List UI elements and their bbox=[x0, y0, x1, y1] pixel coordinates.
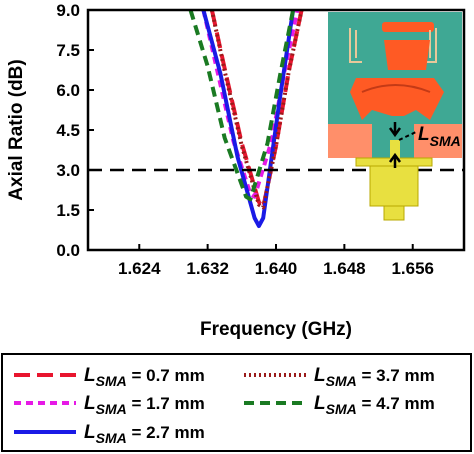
inset-antenna-photo: LSMA bbox=[328, 12, 462, 221]
x-axis: 1.624 1.632 1.640 1.648 1.656 bbox=[118, 244, 434, 278]
legend-label: LSMA = 1.7 mm bbox=[84, 393, 205, 417]
x-tick-label: 1.624 bbox=[118, 259, 161, 278]
legend-label: LSMA = 0.7 mm bbox=[84, 365, 205, 389]
inset-ground-left bbox=[328, 124, 372, 158]
inset-lsma-main: L bbox=[418, 124, 430, 145]
series-line-4 bbox=[209, 10, 304, 210]
y-tick-label: 1.5 bbox=[56, 201, 80, 220]
y-tick-label: 7.5 bbox=[56, 41, 80, 60]
inset-connector-pin bbox=[383, 205, 405, 221]
y-axis-title: Axial Ratio (dB) bbox=[6, 59, 27, 200]
x-tick-label: 1.648 bbox=[323, 259, 366, 278]
inset-feed-lines bbox=[349, 28, 437, 63]
inset-slot bbox=[361, 84, 431, 93]
x-tick-label: 1.632 bbox=[186, 259, 229, 278]
x-tick-label: 1.656 bbox=[391, 259, 434, 278]
legend: LSMA = 0.7 mm LSMA = 3.7 mm LSMA = 1.7 mm L… bbox=[14, 365, 435, 446]
inset-top-patch bbox=[382, 22, 434, 32]
legend-label: LSMA = 2.7 mm bbox=[84, 422, 205, 446]
series-layer bbox=[188, 10, 304, 228]
legend-label: LSMA = 3.7 mm bbox=[314, 365, 435, 389]
y-tick-label: 0.0 bbox=[56, 241, 80, 260]
series-line-3 bbox=[201, 10, 296, 228]
legend-box bbox=[1, 353, 472, 452]
y-tick-label: 3.0 bbox=[56, 161, 80, 180]
x-tick-label: 1.640 bbox=[255, 259, 298, 278]
series-line-5 bbox=[188, 10, 296, 202]
inset-lsma-sub: SMA bbox=[430, 133, 461, 149]
x-axis-title: Frequency (GHz) bbox=[200, 319, 352, 340]
y-tick-label: 6.0 bbox=[56, 81, 80, 100]
inset-arrow-down-icon bbox=[388, 122, 402, 138]
inset-lsma-label: LSMA bbox=[418, 124, 461, 149]
y-tick-label: 9.0 bbox=[56, 1, 80, 20]
inset-connector-body bbox=[369, 165, 419, 207]
inset-leader-line bbox=[398, 131, 417, 141]
legend-label: LSMA = 4.7 mm bbox=[314, 393, 435, 417]
inset-ground-right bbox=[414, 124, 462, 158]
inset-probe bbox=[390, 140, 400, 158]
y-axis: 0.0 1.5 3.0 4.5 6.0 7.5 9.0 bbox=[56, 1, 94, 260]
inset-mid-patch bbox=[384, 40, 430, 70]
y-tick-label: 4.5 bbox=[56, 121, 80, 140]
inset-arrow-up-icon bbox=[388, 152, 402, 168]
